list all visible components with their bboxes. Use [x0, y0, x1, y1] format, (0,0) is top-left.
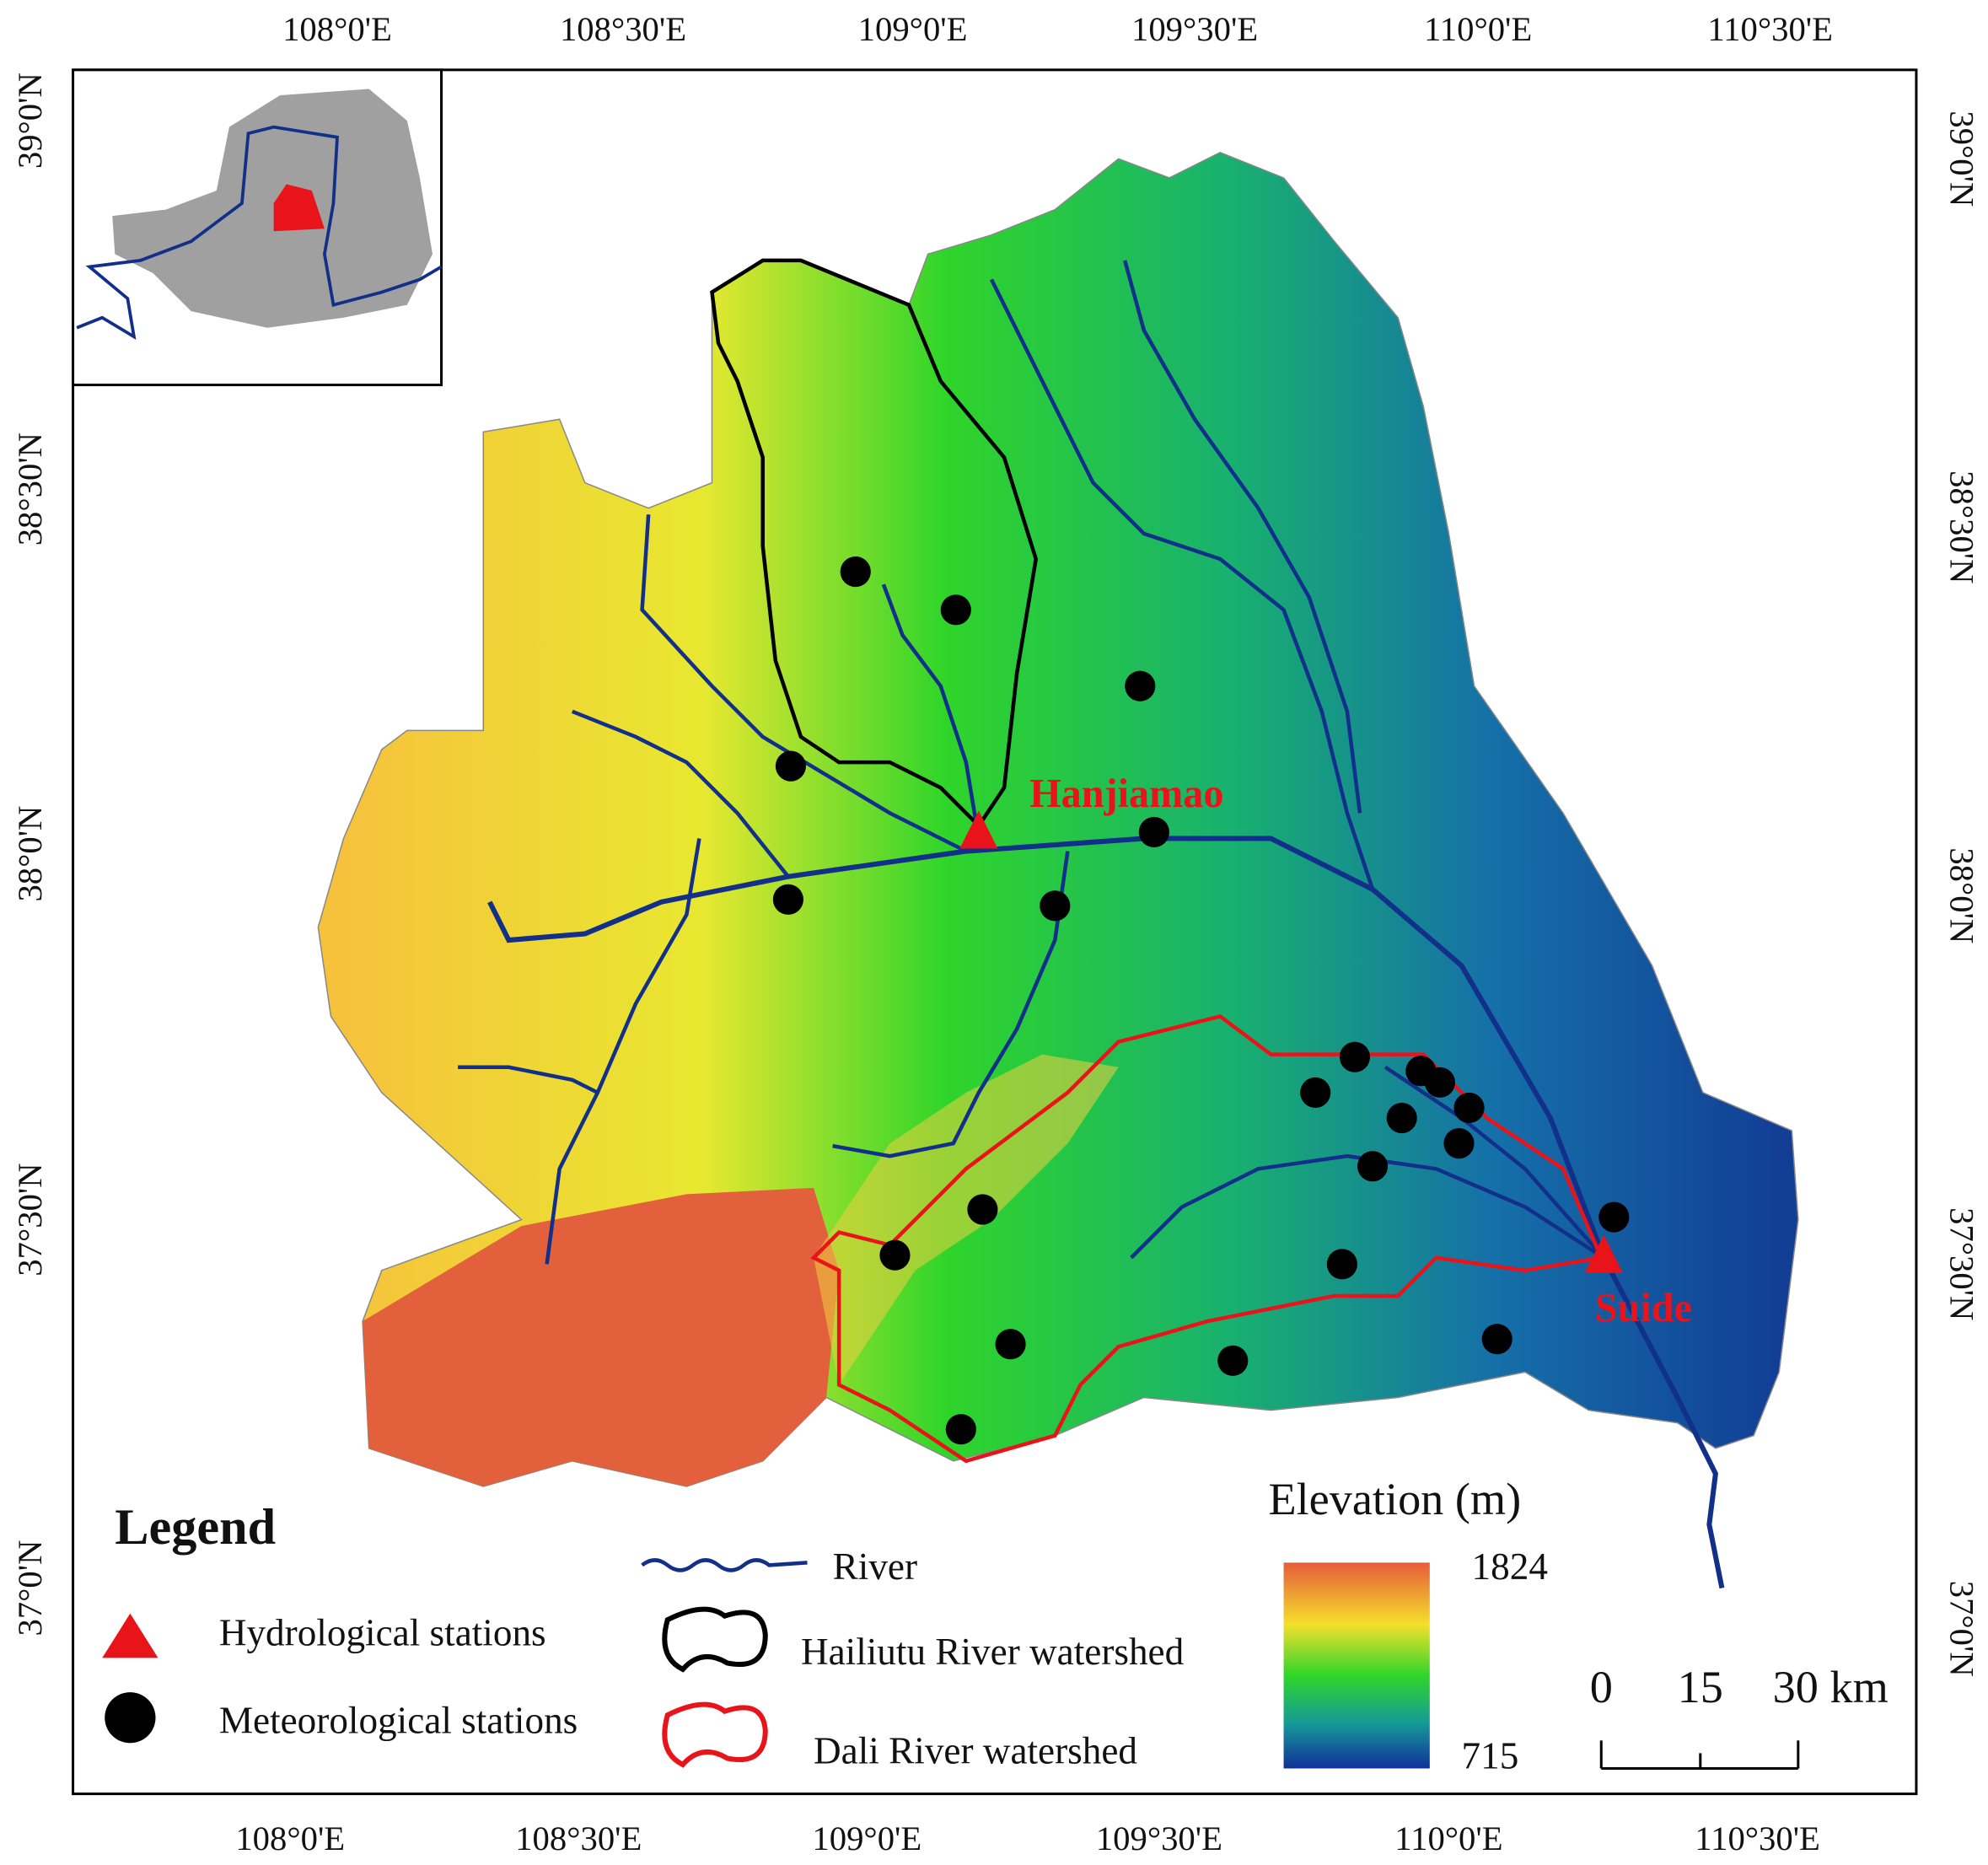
- met-station: [1357, 1151, 1389, 1182]
- inset-rivers: [76, 125, 443, 341]
- station-label: Hanjiamao: [1029, 771, 1223, 816]
- met-station: [1040, 890, 1071, 922]
- legend-symbol: [102, 1613, 159, 1658]
- scale-bar: [1599, 1740, 1800, 1770]
- met-station: [945, 1414, 976, 1445]
- met-station: [1326, 1249, 1357, 1280]
- elevation-max: 1824: [1472, 1545, 1548, 1588]
- graticule-label: 39°0'N: [1943, 110, 1981, 207]
- met-station: [1453, 1092, 1485, 1124]
- met-station: [1598, 1201, 1630, 1233]
- met-station: [967, 1194, 998, 1225]
- legend-label: Meteorological stations: [219, 1699, 578, 1741]
- met-station: [1217, 1345, 1249, 1376]
- legend-label: Hailiutu River watershed: [801, 1631, 1185, 1673]
- graticule-label: 110°30'E: [1707, 10, 1833, 48]
- met-station: [1386, 1102, 1417, 1134]
- rivers: [458, 260, 1725, 1589]
- inset-region: [112, 89, 433, 328]
- graticule-label: 110°0'E: [1424, 10, 1532, 48]
- met-station: [1424, 1067, 1455, 1098]
- met-station: [775, 750, 806, 782]
- legend-title: Legend: [115, 1499, 276, 1556]
- scale-label: 30 km: [1773, 1662, 1889, 1712]
- graticule-label: 108°30'E: [560, 10, 686, 48]
- highland: [363, 1187, 840, 1486]
- graticule-label: 37°30'N: [11, 1163, 49, 1276]
- graticule-label: 37°30'N: [1943, 1207, 1981, 1320]
- legend-label: River: [833, 1545, 917, 1588]
- elevation-title: Elevation (m): [1268, 1474, 1521, 1524]
- graticule-label: 38°0'N: [11, 806, 49, 902]
- met-station: [1138, 816, 1169, 848]
- graticule: 108°0'E 108°30'E 109°0'E 109°30'E 110°0'E 110…: [11, 10, 1981, 1857]
- graticule-label: 108°30'E: [515, 1819, 642, 1857]
- graticule-label: 109°0'E: [812, 1819, 921, 1857]
- met-station: [879, 1239, 911, 1271]
- graticule-label: 108°0'E: [235, 1819, 345, 1857]
- graticule-label: 109°0'E: [858, 10, 968, 48]
- graticule-label: 37°0'N: [1943, 1581, 1981, 1677]
- legend-label: Dali River watershed: [814, 1729, 1137, 1771]
- legend-label: Hydrological stations: [219, 1611, 546, 1653]
- station-label: Suide: [1595, 1286, 1692, 1330]
- basin: [317, 151, 1799, 1487]
- met-station: [772, 884, 803, 915]
- graticule-label: 108°0'E: [282, 10, 392, 48]
- graticule-label: 38°30'N: [1943, 470, 1981, 583]
- legend-symbol: [641, 1558, 808, 1572]
- graticule-label: 37°0'N: [11, 1540, 49, 1637]
- hailiutu-watershed: [710, 258, 1039, 829]
- legend-symbol: [662, 1606, 768, 1673]
- graticule-label: 39°0'N: [11, 73, 49, 169]
- elevation-min: 715: [1462, 1734, 1519, 1776]
- met-station: [1300, 1077, 1331, 1108]
- hydro-station: [1584, 1234, 1623, 1273]
- met-station: [995, 1329, 1026, 1360]
- met-station: [1339, 1041, 1371, 1072]
- graticule-label: 38°30'N: [11, 433, 49, 546]
- inset-basin: [273, 184, 325, 232]
- met-station: [940, 594, 971, 626]
- met-station: [1125, 670, 1156, 701]
- meteorological-stations: [772, 556, 1630, 1445]
- met-station: [1443, 1128, 1475, 1159]
- graticule-label: 110°0'E: [1394, 1819, 1502, 1857]
- hydro-station: [959, 810, 998, 849]
- met-station: [1481, 1324, 1512, 1355]
- loess-upland: [814, 1054, 1119, 1385]
- scale-label: 0: [1590, 1662, 1613, 1712]
- scale-label: 15: [1678, 1662, 1723, 1712]
- graticule-label: 110°30'E: [1695, 1819, 1820, 1857]
- met-station: [840, 556, 871, 588]
- elevation-bar: [1283, 1562, 1430, 1769]
- graticule-label: 38°0'N: [1943, 847, 1981, 943]
- graticule-label: 109°30'E: [1096, 1819, 1222, 1857]
- legend-symbol: [662, 1701, 768, 1768]
- legend-symbol: [105, 1692, 156, 1744]
- graticule-label: 109°30'E: [1131, 10, 1258, 48]
